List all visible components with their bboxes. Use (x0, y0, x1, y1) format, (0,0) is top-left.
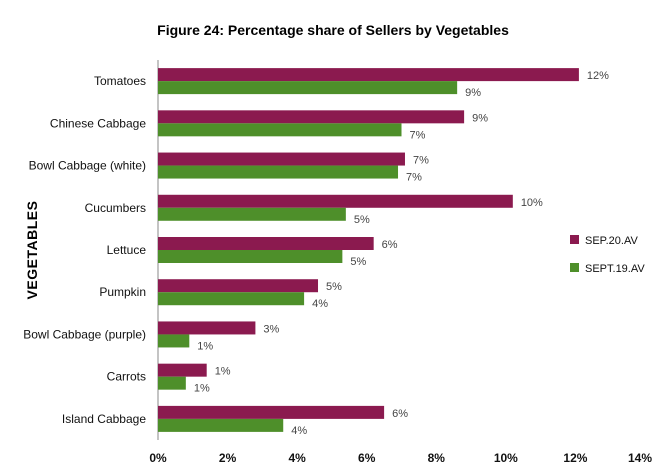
data-label: 1% (197, 340, 213, 352)
bar (158, 165, 399, 179)
bar (158, 279, 319, 293)
data-label: 7% (406, 172, 422, 184)
category-label: Cucumbers (85, 201, 146, 215)
bar (158, 321, 256, 335)
x-tick-label: 4% (288, 451, 306, 465)
bar (158, 363, 207, 377)
data-label: 6% (392, 408, 408, 420)
bar (158, 207, 346, 221)
category-label: Bowl Cabbage (purple) (23, 327, 146, 341)
bar (158, 194, 513, 208)
bar (158, 81, 458, 95)
data-label: 7% (410, 129, 426, 141)
bar (158, 418, 284, 432)
data-label: 4% (312, 298, 328, 310)
category-label: Island Cabbage (62, 412, 146, 426)
legend-label: SEPT.19.AV (585, 263, 645, 275)
plot-area: Tomatoes 12% 9% Chinese Cabbage 9% 7% Bowl Cab… (23, 60, 652, 465)
bar (158, 250, 343, 263)
x-tick-label: 12% (563, 451, 587, 465)
data-label: 9% (465, 87, 481, 99)
category-label: Chinese Cabbage (50, 116, 146, 130)
x-tick-label: 10% (494, 451, 518, 465)
legend-swatch (570, 235, 579, 244)
data-label: 4% (291, 425, 307, 437)
category-label: Pumpkin (99, 285, 146, 299)
data-label: 5% (354, 214, 370, 226)
category-label: Lettuce (107, 243, 147, 257)
bar (158, 292, 305, 306)
legend-swatch (570, 263, 579, 272)
data-label: 3% (263, 323, 279, 335)
x-tick-label: 6% (358, 451, 376, 465)
data-label: 10% (521, 197, 543, 209)
bar (158, 237, 374, 250)
x-tick-label: 0% (149, 451, 167, 465)
bar (158, 405, 385, 419)
bar (158, 152, 405, 166)
data-label: 1% (194, 383, 210, 395)
bar (158, 334, 190, 348)
bar (158, 68, 579, 82)
x-tick-label: 8% (428, 451, 446, 465)
category-label: Carrots (107, 370, 146, 384)
y-axis-label: VEGETABLES (24, 201, 40, 300)
legend: SEP.20.AV SEPT.19.AV (570, 235, 645, 275)
bar (158, 376, 186, 390)
bar (158, 123, 402, 137)
x-tick-label: 2% (219, 451, 237, 465)
chart-title: Figure 24: Percentage share of Sellers b… (157, 22, 509, 38)
data-label: 1% (215, 366, 231, 378)
legend-label: SEP.20.AV (585, 235, 638, 247)
category-label: Tomatoes (94, 74, 146, 88)
data-label: 6% (382, 239, 398, 251)
data-label: 5% (326, 281, 342, 293)
data-label: 7% (413, 155, 429, 167)
data-label: 12% (587, 70, 609, 82)
x-tick-label: 14% (628, 451, 652, 465)
data-label: 5% (350, 256, 366, 268)
data-label: 9% (472, 112, 488, 124)
category-label: Bowl Cabbage (white) (29, 159, 146, 173)
bar (158, 110, 465, 124)
